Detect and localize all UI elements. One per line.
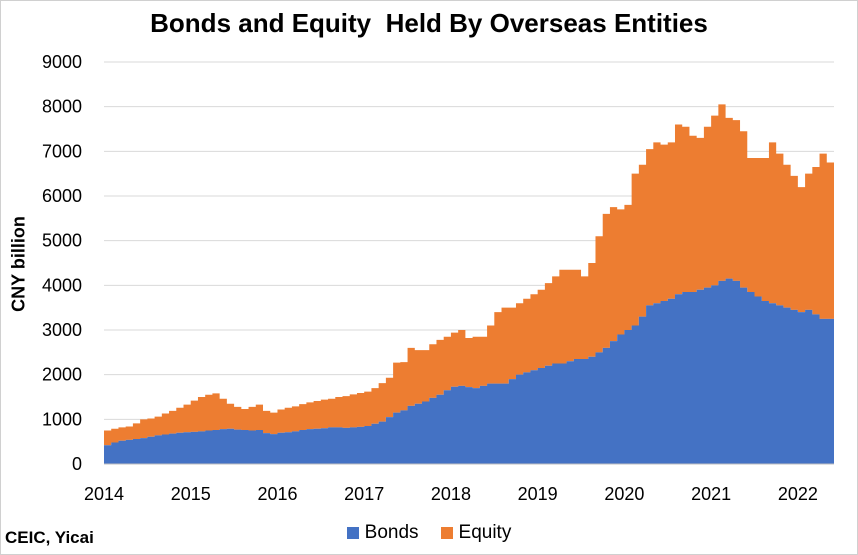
stacked-areas	[104, 104, 834, 464]
legend-item-bonds: Bonds	[346, 522, 419, 544]
legend-swatch-bonds	[346, 527, 359, 539]
y-tick-label-7000: 7000	[42, 141, 82, 161]
legend-swatch-equity	[440, 527, 453, 539]
y-tick-label-5000: 5000	[42, 231, 82, 251]
y-tick-label-3000: 3000	[42, 320, 82, 340]
y-tick-label-6000: 6000	[42, 186, 82, 206]
legend: Bonds Equity	[0, 522, 858, 544]
x-tick-label-2022: 2022	[778, 484, 818, 504]
chart-title: Bonds and Equity Held By Overseas Entiti…	[150, 8, 708, 38]
x-tick-label-2016: 2016	[257, 484, 297, 504]
area-equity	[104, 104, 834, 446]
y-tick-label-2000: 2000	[42, 365, 82, 385]
x-tick-label-2015: 2015	[171, 484, 211, 504]
x-tick-label-2020: 2020	[604, 484, 644, 504]
y-tick-label-1000: 1000	[42, 409, 82, 429]
axes: 0 1000 2000 3000 4000 5000 6000 7000 8000 9000 201…	[42, 52, 834, 504]
y-tick-label-0: 0	[72, 454, 82, 474]
x-tick-label-2017: 2017	[344, 484, 384, 504]
x-tick-label-2021: 2021	[691, 484, 731, 504]
legend-item-equity: Equity	[440, 522, 512, 544]
y-tick-label-4000: 4000	[42, 275, 82, 295]
x-tick-label-2018: 2018	[431, 484, 471, 504]
legend-label-bonds: Bonds	[364, 522, 419, 543]
y-tick-label-9000: 9000	[42, 52, 82, 72]
source-note: CEIC, Yicai	[5, 528, 94, 547]
y-tick-label-8000: 8000	[42, 97, 82, 117]
x-tick-label-2019: 2019	[518, 484, 558, 504]
x-tick-label-2014: 2014	[84, 484, 124, 504]
area-bonds	[104, 278, 834, 464]
y-axis-label: CNY billion	[8, 216, 29, 312]
legend-label-equity: Equity	[458, 522, 512, 543]
